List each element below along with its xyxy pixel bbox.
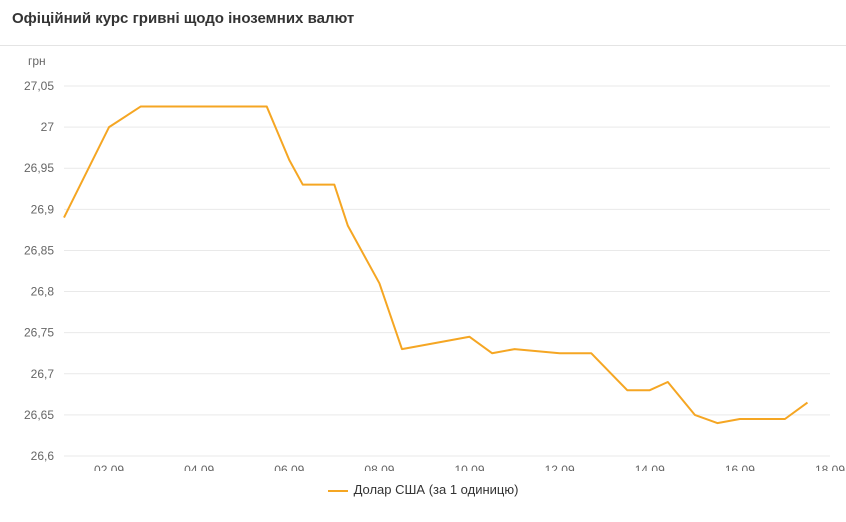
y-tick-label: 27 — [41, 120, 55, 134]
chart-title: Офіційний курс гривні щодо іноземних вал… — [0, 0, 846, 45]
y-tick-label: 26,75 — [24, 326, 54, 340]
y-tick-label: 26,65 — [24, 408, 54, 422]
y-tick-label: 26,85 — [24, 243, 54, 257]
series-line — [64, 107, 807, 424]
y-tick-label: 26,8 — [31, 285, 55, 299]
y-axis-unit: грн — [28, 54, 46, 68]
y-tick-label: 26,9 — [31, 202, 55, 216]
x-tick-label: 16.09 — [725, 463, 755, 471]
line-chart-svg: 26,6 26,65 26,7 26,75 26,8 26,85 26,9 26,95 27 27… — [0, 56, 846, 471]
x-tick-label: 04.09 — [184, 463, 214, 471]
y-tick-label: 26,6 — [31, 449, 55, 463]
y-tick-label: 26,7 — [31, 367, 55, 381]
x-tick-label: 10.09 — [455, 463, 485, 471]
legend: Долар США (за 1 одиницю) — [0, 476, 846, 497]
y-tick-label: 27,05 — [24, 79, 54, 93]
legend-swatch — [328, 490, 348, 492]
x-tick-label: 12.09 — [545, 463, 575, 471]
x-tick-label: 18.09 — [815, 463, 845, 471]
x-tick-label: 08.09 — [364, 463, 394, 471]
x-tick-label: 02.09 — [94, 463, 124, 471]
y-tick-label: 26,95 — [24, 161, 54, 175]
chart-area: грн 26,6 26,65 26,7 26,75 26,8 26,85 26,9 26,95… — [0, 46, 846, 476]
x-tick-label: 14.09 — [635, 463, 665, 471]
legend-label: Долар США (за 1 одиницю) — [354, 482, 519, 497]
x-tick-label: 06.09 — [274, 463, 304, 471]
